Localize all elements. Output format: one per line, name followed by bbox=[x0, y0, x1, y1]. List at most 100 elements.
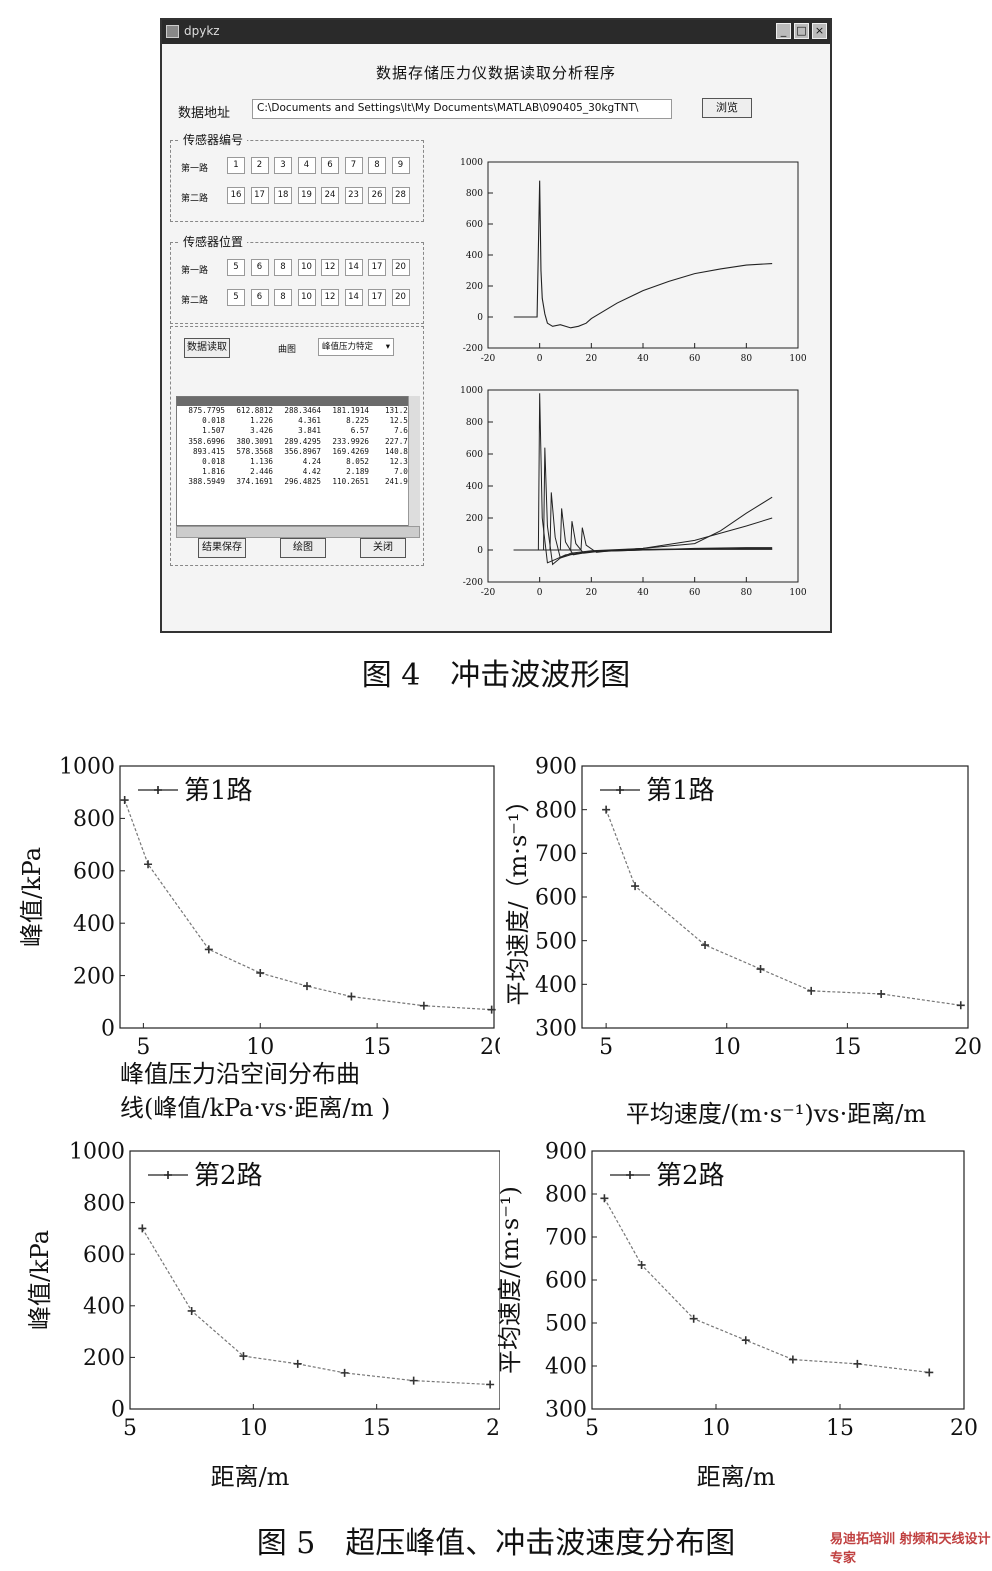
sensor-pos-box[interactable]: 6 bbox=[250, 259, 269, 276]
x-tick-label: 10 bbox=[713, 1035, 741, 1060]
sensor-pos-box[interactable]: 5 bbox=[227, 289, 245, 306]
sensor-pos-box[interactable]: 14 bbox=[344, 289, 363, 306]
data-point bbox=[877, 989, 886, 998]
sensor-id-box[interactable]: 2 bbox=[250, 157, 269, 174]
table-cell: 7.607 bbox=[394, 426, 417, 436]
browse-button[interactable]: 浏览 bbox=[702, 98, 752, 118]
curve-select[interactable]: 峰值压力特定 ▾ bbox=[318, 338, 394, 356]
x-tick-label: 60 bbox=[689, 354, 701, 362]
close-button[interactable]: 关闭 bbox=[360, 538, 406, 558]
y-tick-label: -200 bbox=[463, 578, 483, 588]
sensor-id-box[interactable]: 7 bbox=[344, 157, 363, 174]
figure5-caption: 图 5 超压峰值、冲击波速度分布图 bbox=[256, 1526, 736, 1561]
data-point bbox=[347, 992, 356, 1001]
table-cell: 1.226 bbox=[250, 416, 273, 426]
data-point bbox=[956, 1001, 965, 1010]
window-title: dpykz bbox=[184, 24, 220, 38]
table-cell: 289.4295 bbox=[284, 436, 321, 446]
minimize-icon[interactable]: _ bbox=[776, 23, 791, 39]
table-cell: 131.220 bbox=[384, 406, 417, 415]
sensor-pos-row2-label: 第二路 bbox=[181, 296, 209, 306]
save-results-button[interactable]: 结果保存 bbox=[198, 538, 246, 558]
table-cell: 140.814 bbox=[384, 446, 417, 456]
table-header bbox=[177, 397, 419, 406]
vertical-scrollbar[interactable] bbox=[408, 396, 420, 526]
x-tick-label: 20 bbox=[950, 1416, 978, 1441]
y-tick-label: 800 bbox=[83, 1191, 125, 1216]
path-input[interactable]: C:\Documents and Settings\lt\My Document… bbox=[252, 99, 672, 119]
x-tick-label: 15 bbox=[826, 1416, 854, 1441]
sensor-id-box[interactable]: 17 bbox=[250, 187, 269, 204]
table-cell: 4.24 bbox=[302, 456, 321, 466]
sensor-pos-box[interactable]: 17 bbox=[368, 289, 386, 306]
table-cell: 233.9926 bbox=[332, 436, 369, 446]
read-data-button[interactable]: 数据读取 bbox=[184, 338, 230, 358]
sensor-id-box[interactable]: 3 bbox=[274, 157, 292, 174]
sensor-id-box[interactable]: 28 bbox=[391, 187, 410, 204]
x-tick-label: 100 bbox=[789, 354, 806, 362]
plot-frame bbox=[591, 1150, 965, 1410]
sensor-id-box[interactable]: 26 bbox=[368, 187, 386, 204]
data-point bbox=[741, 1336, 750, 1345]
table-cell: 4.42 bbox=[302, 467, 321, 477]
sensor-id-box[interactable]: 24 bbox=[321, 187, 339, 204]
plot-frame bbox=[581, 765, 969, 1029]
figure4-caption: 图 4 冲击波波形图 bbox=[361, 658, 631, 693]
sensor-id-box[interactable]: 19 bbox=[297, 187, 316, 204]
data-point bbox=[602, 805, 611, 814]
x-tick-label: 5 bbox=[585, 1416, 599, 1441]
horizontal-scrollbar[interactable] bbox=[176, 526, 420, 538]
velocity-plot-1: 5 10 15 20 300 400 500 600 700 800 900 第1路 平均速度/（m·s… bbox=[504, 755, 982, 1128]
sensor-pos-box[interactable]: 6 bbox=[250, 289, 269, 306]
sensor-pos-box[interactable]: 12 bbox=[321, 289, 339, 306]
sensor-pos-box[interactable]: 12 bbox=[321, 259, 339, 276]
sensor-pos-box[interactable]: 14 bbox=[344, 259, 363, 276]
data-point bbox=[204, 945, 213, 954]
close-icon[interactable]: × bbox=[812, 23, 827, 39]
x-tick-label: 20 bbox=[586, 354, 598, 362]
y-tick-label: 0 bbox=[477, 546, 483, 556]
sensor-id-box[interactable]: 16 bbox=[227, 187, 245, 204]
table-cell: 2.446 bbox=[250, 467, 273, 477]
sensor-id-row1-label: 第一路 bbox=[181, 164, 209, 174]
sensor-id-box[interactable]: 8 bbox=[368, 157, 386, 174]
legend-marker bbox=[626, 1171, 634, 1179]
table-cell: 0.018 bbox=[202, 416, 225, 426]
x-tick-label: 20 bbox=[486, 1416, 500, 1441]
sensor-id-box[interactable]: 1 bbox=[227, 157, 245, 174]
table-cell: 374.1691 bbox=[236, 477, 273, 487]
sensor-pos-box[interactable]: 20 bbox=[391, 259, 410, 276]
y-tick-label: 1000 bbox=[460, 386, 483, 396]
sensor-id-box[interactable]: 4 bbox=[297, 157, 316, 174]
x-tick-label: 10 bbox=[702, 1416, 730, 1441]
sensor-pos-box[interactable]: 5 bbox=[227, 259, 245, 276]
sensor-pos-box[interactable]: 17 bbox=[368, 259, 386, 276]
sensor-pos-box[interactable]: 10 bbox=[297, 259, 316, 276]
plot-frame bbox=[487, 161, 799, 349]
y-tick-label: 300 bbox=[535, 1017, 577, 1042]
series-line bbox=[513, 527, 773, 553]
sensor-pos-box[interactable]: 20 bbox=[391, 289, 410, 306]
maximize-icon[interactable]: □ bbox=[794, 23, 809, 39]
sensor-pos-box[interactable]: 8 bbox=[274, 259, 292, 276]
sensor-id-box[interactable]: 6 bbox=[321, 157, 339, 174]
sensor-id-box[interactable]: 23 bbox=[344, 187, 363, 204]
data-point bbox=[409, 1376, 418, 1385]
sensor-pos-box[interactable]: 8 bbox=[274, 289, 292, 306]
sensor-pos-box[interactable]: 10 bbox=[297, 289, 316, 306]
y-axis-label: 平均速度/（m·s⁻¹） bbox=[504, 788, 532, 1005]
y-tick-label: 900 bbox=[545, 1140, 587, 1165]
plot-frame bbox=[129, 1150, 500, 1410]
x-tick-label: 10 bbox=[246, 1035, 274, 1060]
table-cell: 388.5949 bbox=[188, 477, 225, 487]
sensor-id-box[interactable]: 18 bbox=[274, 187, 292, 204]
table-cell: 3.426 bbox=[250, 426, 273, 436]
plot-button[interactable]: 绘图 bbox=[280, 538, 326, 558]
sensor-id-box[interactable]: 9 bbox=[391, 157, 410, 174]
y-tick-label: 200 bbox=[83, 1346, 125, 1371]
y-tick-label: 400 bbox=[535, 973, 577, 998]
data-point bbox=[637, 1260, 646, 1269]
